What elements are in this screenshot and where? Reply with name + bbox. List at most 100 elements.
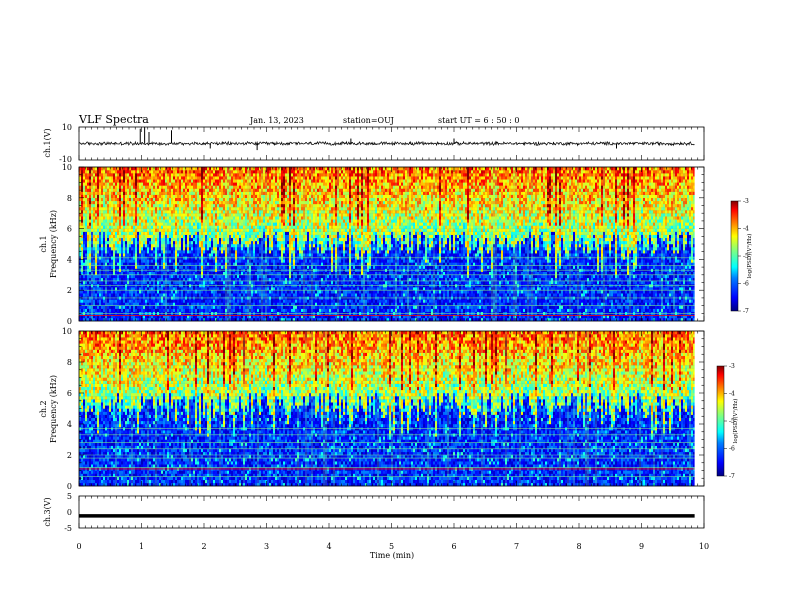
ch1-spec-cell <box>163 207 165 210</box>
ch1-spec-cell <box>83 182 85 185</box>
ch1-spec-cell <box>183 204 185 207</box>
ch1-spec-cell <box>95 309 97 312</box>
ch1-spec-cell <box>81 216 83 219</box>
ch1-spec-cell <box>221 259 223 262</box>
ch1-spec-cell <box>175 253 177 256</box>
ch1-spec-cell <box>119 213 121 216</box>
ch1-spec-cell <box>167 204 169 207</box>
ch1-spec-cell <box>153 238 155 241</box>
ch1-spec-cell <box>181 253 183 256</box>
ch1-spec-cell <box>243 216 245 219</box>
ch1-spec-cell <box>111 219 113 222</box>
ch1-spec-cell <box>217 299 219 302</box>
ch1-spec-cell <box>153 244 155 247</box>
ch1-spec-cell <box>199 195 201 198</box>
ch1-spec-cell <box>239 176 241 179</box>
ch1-spec-cell <box>117 216 119 219</box>
ch1-spec-cell <box>95 238 97 241</box>
ch1-spec-cell <box>191 253 193 256</box>
ch1-spec-cell <box>139 299 141 302</box>
ch1-spec-cell <box>163 275 165 278</box>
ch1-spec-cell <box>121 232 123 235</box>
ch1-spec-cell <box>233 290 235 293</box>
ch1-spec-cell <box>239 250 241 253</box>
ch1-spec-cell <box>197 195 199 198</box>
ch1-spec-cell <box>171 309 173 312</box>
ch1-spec-cell <box>245 210 247 213</box>
ch1-spec-cell <box>99 219 101 222</box>
ch1-spec-cell <box>111 210 113 213</box>
ch1-spec-cell <box>193 250 195 253</box>
ch1-spec-cell <box>241 216 243 219</box>
ch1-spec-cell <box>209 293 211 296</box>
ch1-spec-cell <box>195 182 197 185</box>
ch1-spec-cell <box>195 241 197 244</box>
ch1-spec-cell <box>125 176 127 179</box>
ch1-spec-cell <box>143 210 145 213</box>
ch1-spec-cell <box>203 232 205 235</box>
ch1-spec-cell <box>119 201 121 204</box>
ch1-spec-cell <box>153 207 155 210</box>
ch1-spec-cell <box>149 244 151 247</box>
ch1-spec-cell <box>137 201 139 204</box>
ch1-spec-cell <box>159 290 161 293</box>
ch1-spec-cell <box>127 210 129 213</box>
ch1-spec-cell <box>89 207 91 210</box>
ch1-spec-cell <box>189 207 191 210</box>
ch1-spec-cell <box>81 306 83 309</box>
ch1-spec-cell <box>145 182 147 185</box>
ch1-spec-cell <box>93 204 95 207</box>
ch1-spec-cell <box>171 222 173 225</box>
ch1-spec-cell <box>107 201 109 204</box>
ch1-spec-cell <box>183 170 185 173</box>
ch1-spec-cell <box>201 306 203 309</box>
ch1-spec-cell <box>107 299 109 302</box>
ch1-spec-cell <box>81 213 83 216</box>
ch1-spec-cell <box>103 176 105 179</box>
ch1-spec-cell <box>95 219 97 222</box>
ch1-spec-cell <box>141 189 143 192</box>
ch1-spec-cell <box>255 275 257 278</box>
figure-title: VLF Spectra <box>78 113 149 126</box>
ch1-spec-cell <box>113 281 115 284</box>
ch1-spec-cell <box>193 309 195 312</box>
ch1-spec-cell <box>89 226 91 229</box>
ch1-spec-cell <box>223 259 225 262</box>
ch1-spec-cell <box>159 195 161 198</box>
ch1-spec-cell <box>113 173 115 176</box>
ch1-spec-cell <box>177 229 179 232</box>
ch1-spec-cell <box>93 232 95 235</box>
ch1-spec-cell <box>137 281 139 284</box>
ch1-spec-cell <box>167 182 169 185</box>
ch1-spec-cell <box>173 179 175 182</box>
ch1-spec-cell <box>243 253 245 256</box>
ch1-spec-cell <box>153 195 155 198</box>
ch1-spec-cell <box>85 226 87 229</box>
ch1-spec-cell <box>87 266 89 269</box>
ch1-spec-cell <box>121 176 123 179</box>
ch1-spec-cell <box>137 290 139 293</box>
ch1-spec-cell <box>157 179 159 182</box>
ch1-spec-cell <box>169 192 171 195</box>
ch1-spec-cell <box>219 207 221 210</box>
ch1-spec-cell <box>147 266 149 269</box>
ch1-spec-cell <box>159 182 161 185</box>
ch1-spec-cell <box>149 247 151 250</box>
ch1-spec-cell <box>87 244 89 247</box>
ch1-spec-cell <box>179 204 181 207</box>
ch1-spec-cell <box>179 235 181 238</box>
ch1-spec-cell <box>237 189 239 192</box>
ch1-spec-cell <box>131 176 133 179</box>
ch1-spec-cell <box>173 232 175 235</box>
ch1-spec-cell <box>173 167 175 170</box>
ch1-spec-cell <box>97 189 99 192</box>
ch1-spec-cell <box>183 232 185 235</box>
ch1-spec-cell <box>215 235 217 238</box>
ch1-spec-cell <box>183 244 185 247</box>
ch1-spec-cell <box>109 281 111 284</box>
ch1-spec-cell <box>253 275 255 278</box>
ch1-spec-cell <box>133 259 135 262</box>
ch1-spec-cell <box>99 170 101 173</box>
ch1-spec-cell <box>181 219 183 222</box>
ch1-spec-cell <box>143 266 145 269</box>
